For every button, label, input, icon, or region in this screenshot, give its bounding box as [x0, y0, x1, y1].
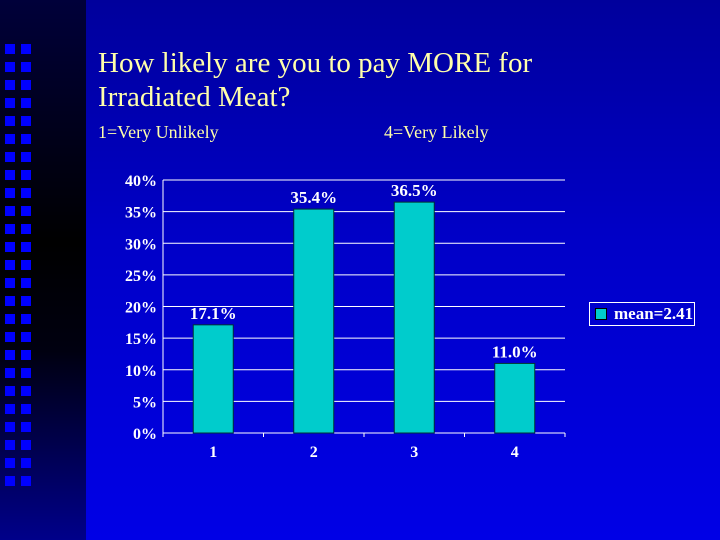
x-tick-label: 1: [209, 444, 217, 461]
bullet-square: [21, 332, 31, 342]
bullet-square: [5, 62, 15, 72]
y-tick-label: 15%: [125, 331, 157, 348]
bullet-square: [5, 44, 15, 54]
bullet-square: [21, 440, 31, 450]
bullet-square: [5, 440, 15, 450]
bullet-square: [21, 476, 31, 486]
bullet-square: [5, 80, 15, 90]
bullet-square: [21, 260, 31, 270]
bullet-square: [5, 350, 15, 360]
bar: [494, 362, 536, 434]
bullet-square: [21, 242, 31, 252]
scale-high-label: 4=Very Likely: [384, 122, 489, 142]
bullet-square: [5, 422, 15, 432]
bullet-square: [21, 458, 31, 468]
y-tick-label: 25%: [125, 268, 157, 285]
bar: [393, 201, 435, 434]
y-tick-label: 20%: [125, 300, 157, 317]
legend-swatch: [595, 308, 607, 320]
bullet-square: [5, 332, 15, 342]
bullet-square: [5, 98, 15, 108]
bullet-squares-right: [21, 44, 31, 494]
x-tick-label: 3: [410, 444, 418, 461]
y-tick-label: 35%: [125, 205, 157, 222]
left-decoration-panel: [0, 0, 86, 540]
data-label: 36.5%: [391, 181, 438, 200]
bullet-square: [21, 314, 31, 324]
y-tick-label: 0%: [133, 426, 157, 443]
bullet-square: [21, 278, 31, 288]
bullet-square: [5, 404, 15, 414]
bullet-square: [5, 314, 15, 324]
x-tick-label: 2: [310, 444, 318, 461]
bullet-square: [21, 170, 31, 180]
bullet-square: [5, 242, 15, 252]
bullet-square: [21, 152, 31, 162]
bullet-square: [5, 476, 15, 486]
bullet-square: [21, 80, 31, 90]
scale-low-label: 1=Very Unlikely: [98, 122, 219, 142]
bullet-square: [21, 224, 31, 234]
bullet-square: [21, 62, 31, 72]
bar: [293, 208, 335, 434]
bullet-square: [21, 98, 31, 108]
bullet-square: [5, 188, 15, 198]
bar: [192, 324, 234, 434]
bullet-square: [21, 386, 31, 396]
bullet-square: [21, 296, 31, 306]
y-tick-label: 5%: [133, 394, 157, 411]
bullet-square: [5, 278, 15, 288]
x-tick-label: 4: [511, 444, 519, 461]
bullet-square: [5, 134, 15, 144]
bullet-square: [5, 152, 15, 162]
bullet-square: [21, 44, 31, 54]
data-label: 35.4%: [290, 188, 337, 207]
bullet-square: [5, 386, 15, 396]
bullet-square: [5, 296, 15, 306]
bullet-square: [5, 368, 15, 378]
bullet-square: [21, 350, 31, 360]
bullet-square: [21, 422, 31, 432]
bullet-square: [5, 224, 15, 234]
data-label: 17.1%: [190, 304, 237, 323]
legend-label: mean=2.41: [614, 304, 694, 323]
y-tick-label: 10%: [125, 363, 157, 380]
data-label: 11.0%: [492, 342, 538, 361]
bullet-square: [21, 188, 31, 198]
bullet-square: [5, 170, 15, 180]
y-tick-label: 40%: [125, 173, 157, 190]
bullet-square: [21, 368, 31, 378]
bullet-squares-left: [5, 44, 15, 494]
bullet-square: [21, 404, 31, 414]
y-tick-label: 30%: [125, 236, 157, 253]
bullet-square: [5, 458, 15, 468]
bullet-square: [21, 206, 31, 216]
bullet-square: [5, 116, 15, 126]
chart-legend: mean=2.41: [589, 302, 695, 326]
bullet-square: [5, 206, 15, 216]
slide-title: How likely are you to pay MORE for Irrad…: [98, 47, 533, 113]
bullet-square: [21, 116, 31, 126]
bullet-square: [5, 260, 15, 270]
bullet-square: [21, 134, 31, 144]
